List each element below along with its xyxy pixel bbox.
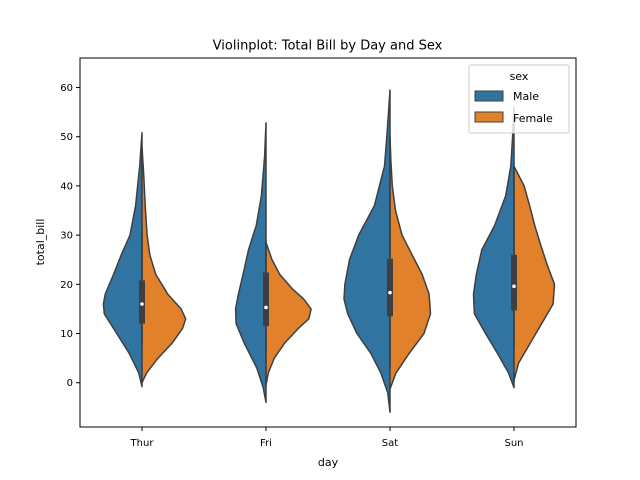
x-axis-label: day (318, 456, 339, 469)
box-median (512, 284, 516, 289)
violin-male-sat (343, 89, 391, 413)
legend-title: sex (510, 70, 529, 83)
plot-frame (79, 57, 577, 428)
violin-female-sun (513, 165, 556, 382)
legend-label-male: Male (513, 90, 539, 103)
box-median (264, 305, 268, 310)
legend: sex Male Female (468, 64, 570, 134)
x-axis: Thur Fri Sat Sun (130, 427, 524, 449)
y-tick-label: 20 (60, 280, 73, 291)
box-median (140, 302, 144, 306)
inner-boxes-layer (139, 145, 517, 368)
y-tick-label: 60 (60, 83, 73, 94)
violin-male-sun (472, 106, 515, 389)
violin-female-fri (265, 241, 312, 386)
violin-male-fri (234, 122, 267, 404)
x-tick-label: Sun (504, 438, 523, 449)
violins-layer (102, 89, 556, 413)
box-iqr (511, 254, 517, 311)
violin-male-thur (102, 132, 143, 388)
y-axis: 0 10 20 30 40 50 60 (60, 83, 80, 389)
y-tick-label: 40 (60, 181, 73, 192)
legend-swatch-male (474, 90, 504, 102)
legend-swatch-female (474, 111, 504, 123)
violin-female-sat (389, 135, 432, 390)
box-iqr (263, 272, 269, 327)
chart-title: Violinplot: Total Bill by Day and Sex (213, 39, 443, 54)
y-tick-label: 0 (67, 378, 73, 389)
y-tick-label: 30 (60, 231, 73, 242)
x-tick-label: Thur (130, 438, 155, 449)
x-tick-label: Fri (260, 438, 272, 449)
x-tick-label: Sat (382, 438, 398, 449)
legend-label-female: Female (513, 112, 553, 125)
y-tick-label: 50 (60, 132, 73, 143)
y-axis-label: total_bill (34, 219, 47, 266)
box-iqr (387, 258, 393, 317)
box-iqr (139, 280, 145, 324)
violin-female-thur (141, 145, 187, 384)
y-tick-label: 10 (60, 329, 73, 340)
box-median (388, 290, 392, 295)
